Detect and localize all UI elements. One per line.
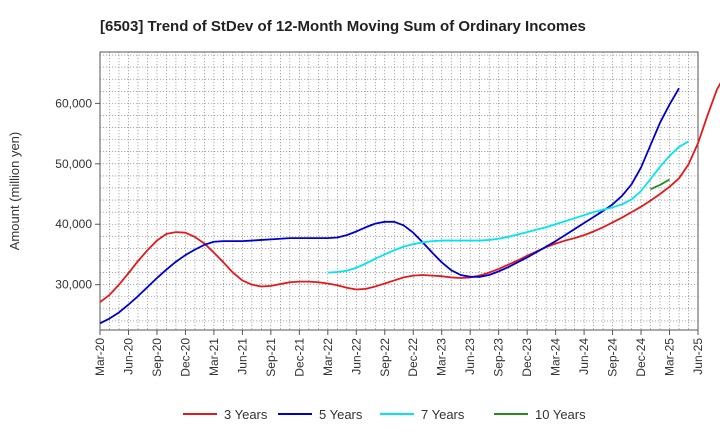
x-tick-label: Jun-23 xyxy=(463,338,477,375)
legend-label-5-years: 5 Years xyxy=(319,407,363,422)
x-tick-label: Mar-25 xyxy=(663,338,677,376)
legend-label-3-years: 3 Years xyxy=(224,407,268,422)
x-tick-label: Jun-25 xyxy=(691,338,705,375)
x-tick-label: Jun-22 xyxy=(349,338,363,375)
x-tick-label: Mar-20 xyxy=(93,338,107,376)
series-line-7-years xyxy=(327,140,689,274)
y-tick-label: 40,000 xyxy=(55,217,92,231)
y-axis-ticks: 30,000 40,000 50,000 60,000 xyxy=(55,96,100,292)
y-tick-label: 30,000 xyxy=(55,278,92,292)
x-tick-label: Sep-24 xyxy=(606,338,620,377)
x-tick-label: Sep-22 xyxy=(378,338,392,377)
x-tick-label: Dec-23 xyxy=(520,338,534,377)
x-tick-label: Dec-20 xyxy=(178,338,192,377)
x-tick-label: Mar-24 xyxy=(549,338,563,376)
chart-title: [6503] Trend of StDev of 12-Month Moving… xyxy=(100,18,586,35)
x-tick-label: Mar-21 xyxy=(207,338,221,376)
x-tick-label: Mar-23 xyxy=(435,338,449,376)
legend: 3 Years 5 Years 7 Years 10 Years xyxy=(183,407,586,422)
y-tick-label: 60,000 xyxy=(55,96,92,110)
x-tick-label: Jun-20 xyxy=(121,338,135,375)
series-line-10-years xyxy=(650,178,670,191)
x-tick-label: Sep-20 xyxy=(150,338,164,377)
y-tick-label: 50,000 xyxy=(55,157,92,171)
x-tick-label: Jun-21 xyxy=(235,338,249,375)
y-axis-label: Amount (million yen) xyxy=(7,132,22,251)
series-lines xyxy=(99,82,720,325)
x-tick-label: Mar-22 xyxy=(321,338,335,376)
x-tick-label: Jun-24 xyxy=(577,338,591,375)
series-line-5-years xyxy=(99,87,680,325)
x-tick-label: Dec-22 xyxy=(406,338,420,377)
x-tick-label: Dec-21 xyxy=(292,338,306,377)
x-tick-label: Sep-23 xyxy=(492,338,506,377)
x-tick-label: Dec-24 xyxy=(634,338,648,377)
x-tick-label: Sep-21 xyxy=(264,338,278,377)
legend-label-7-years: 7 Years xyxy=(421,407,465,422)
plot-area xyxy=(99,51,699,331)
legend-label-10-years: 10 Years xyxy=(535,407,586,422)
x-axis-ticks: Mar-20 Jun-20 Sep-20 Dec-20 Mar-21 Jun-21 Sep-… xyxy=(93,330,705,377)
